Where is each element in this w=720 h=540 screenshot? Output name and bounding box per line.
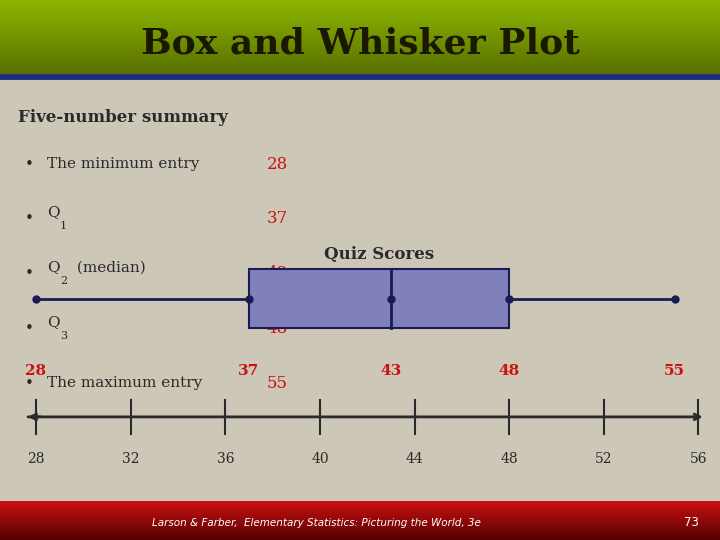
Text: 28: 28 xyxy=(25,363,47,377)
Text: Box and Whisker Plot: Box and Whisker Plot xyxy=(140,26,580,60)
Text: 55: 55 xyxy=(266,375,287,392)
Text: 40: 40 xyxy=(311,452,329,466)
Text: •: • xyxy=(25,157,34,172)
Text: Q: Q xyxy=(47,315,60,329)
Text: The minimum entry: The minimum entry xyxy=(47,157,199,171)
Text: 3: 3 xyxy=(60,331,67,341)
Text: •: • xyxy=(25,212,34,226)
Text: 32: 32 xyxy=(122,452,140,466)
Text: 37: 37 xyxy=(238,363,259,377)
Text: The maximum entry: The maximum entry xyxy=(47,376,202,390)
Bar xyxy=(249,269,509,328)
Text: 56: 56 xyxy=(690,452,707,466)
Text: Larson & Farber,  Elementary Statistics: Picturing the World, 3e: Larson & Farber, Elementary Statistics: … xyxy=(153,517,481,528)
Text: (median): (median) xyxy=(72,260,145,274)
Text: Five-number summary: Five-number summary xyxy=(18,110,228,126)
Text: Q: Q xyxy=(47,206,60,220)
Text: 2: 2 xyxy=(60,276,67,286)
Text: 1: 1 xyxy=(60,221,67,232)
Text: 37: 37 xyxy=(266,211,288,227)
Text: •: • xyxy=(25,266,34,281)
Text: •: • xyxy=(25,321,34,336)
Text: 48: 48 xyxy=(498,363,520,377)
Text: •: • xyxy=(25,376,34,390)
Text: 48: 48 xyxy=(266,320,288,337)
Text: 28: 28 xyxy=(266,156,288,173)
Text: Q: Q xyxy=(47,260,60,274)
Text: 43: 43 xyxy=(266,265,288,282)
Text: 28: 28 xyxy=(27,452,45,466)
Text: 48: 48 xyxy=(500,452,518,466)
Text: Quiz Scores: Quiz Scores xyxy=(324,246,434,263)
Text: 44: 44 xyxy=(405,452,423,466)
Text: 36: 36 xyxy=(217,452,234,466)
Text: 52: 52 xyxy=(595,452,613,466)
Text: 43: 43 xyxy=(380,363,402,377)
Text: 55: 55 xyxy=(665,363,685,377)
Text: 73: 73 xyxy=(684,516,698,529)
